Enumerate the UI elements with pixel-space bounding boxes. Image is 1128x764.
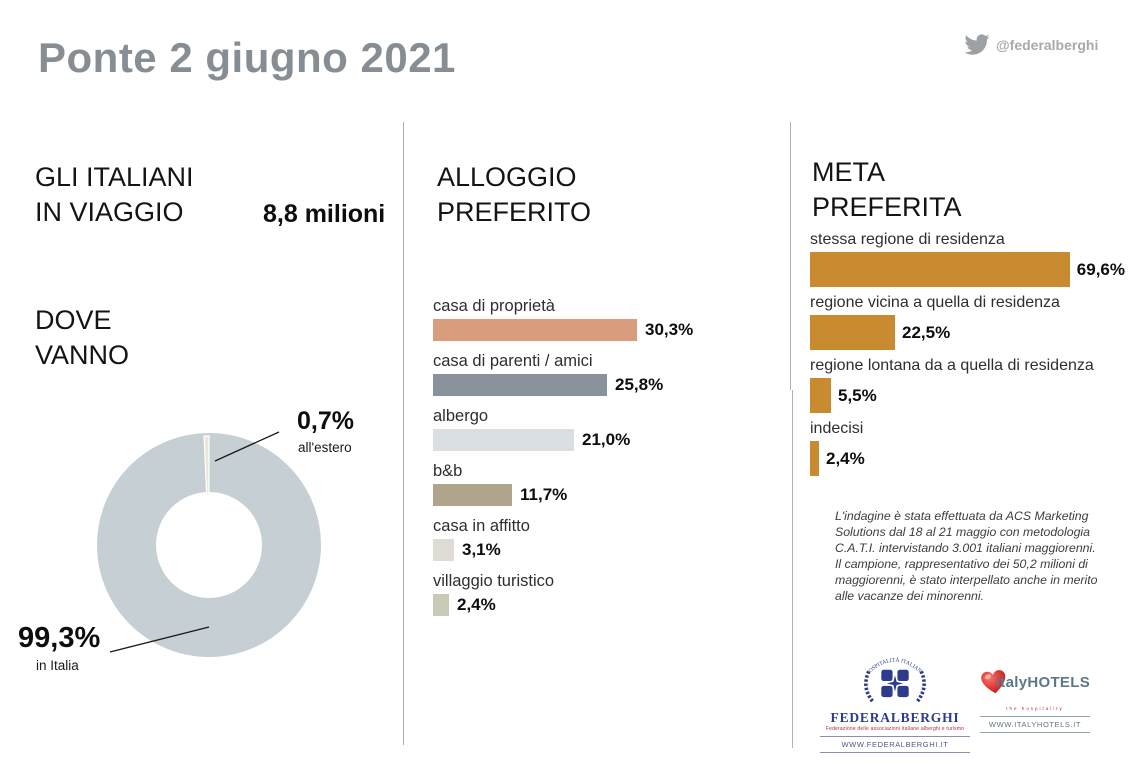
heading-alloggio-preferito: ALLOGGIO PREFERITO [437,162,592,227]
bar [433,594,449,616]
donut-chart-destinations [97,433,321,657]
bar-label: b&b [433,462,463,480]
survey-methodology-note: L'indagine è stata effettuata da ACS Mar… [835,509,1098,603]
italia-label: in Italia [36,658,79,673]
heading-dove-vanno: DOVE VANNO [35,305,130,370]
bar-value: 2,4% [826,448,865,468]
bar-row: casa di proprietà 30,3% [433,296,733,341]
bar-label: indecisi [810,420,864,437]
twitter-handle: @federalberghi [996,36,1099,53]
bar-row: b&b 11,7% [433,461,733,506]
heading-gli-italiani-in-viaggio: GLI ITALIANI IN VIAGGIO [35,162,194,227]
bar [810,252,1070,287]
federalberghi-url: WWW.FEDERALBERGHI.IT [820,736,970,753]
bar-value: 2,4% [457,595,496,614]
italyhotels-url: WWW.ITALYHOTELS.IT [980,716,1090,733]
bar-value: 3,1% [462,540,501,559]
bar [433,539,454,561]
bar-value: 5,5% [838,385,877,405]
bar-label: villaggio turistico [433,572,555,590]
bar-row: albergo 21,0% [433,406,733,451]
bar-chart-alloggio: casa di proprietà 30,3% casa di parenti … [433,296,733,626]
italia-pct: 99,3% [18,622,101,654]
travelers-count: 8,8 milioni [263,200,386,228]
bar-value: 30,3% [645,320,694,339]
compass-emblem [881,668,909,698]
federalberghi-tagline: Federazione delle associazioni italiane … [825,726,965,732]
bar-row: stessa regione di residenza 69,6% [810,230,1125,287]
bar-row: regione vicina a quella di residenza 22,… [810,293,1125,350]
bar [433,484,512,506]
bar-row: casa di parenti / amici 25,8% [433,351,733,396]
bar [433,374,607,396]
bar-value: 11,7% [520,485,568,504]
bar [810,441,819,476]
bar-label: casa di proprietà [433,297,555,315]
bar-value: 69,6% [1076,259,1125,279]
bar-value: 25,8% [615,375,664,394]
twitter-bird-icon [964,34,990,55]
bar [810,378,831,413]
bar-label: stessa regione di residenza [810,231,1005,248]
bar-row: casa in affitto 3,1% [433,516,733,561]
federalberghi-emblem-icon: L'OSPITALITÀ ITALIANA [851,644,926,703]
bar-label: albergo [433,407,489,425]
italyhotels-wordmark: italyHOTELS [995,673,1090,691]
bar [810,315,895,350]
estero-pct: 0,7% [297,407,354,435]
estero-label: all'estero [298,440,352,455]
heart-icon [981,670,1006,694]
bar [433,319,637,341]
column-divider-left [403,122,404,745]
bar-label: regione lontana da a quella di residenza [810,357,1094,374]
heading-meta-preferita: META PREFERITA [812,157,962,222]
italyhotels-tagline: the hospitality [1006,706,1064,711]
federalberghi-logo: L'OSPITALITÀ ITALIANA FEDERALBERGHI Fede… [820,644,970,753]
column-divider-right-top [790,122,791,390]
bar-row: indecisi 2,4% [810,419,1125,476]
bar-value: 22,5% [902,322,951,342]
page-title: Ponte 2 giugno 2021 [38,34,456,81]
twitter-badge: @federalberghi [962,32,1098,57]
bar-label: regione vicina a quella di residenza [810,294,1060,311]
federalberghi-wordmark: FEDERALBERGHI [830,710,960,725]
bar-chart-meta: stessa regione di residenza 69,6% region… [810,230,1125,482]
bar-row: villaggio turistico 2,4% [433,571,733,616]
bar [433,429,574,451]
column-divider-right-bottom [792,390,793,748]
bar-label: casa di parenti / amici [433,352,593,370]
italyhotels-logo: italyHOTELS the hospitality WWW.ITALYHOT… [980,658,1090,733]
bar-row: regione lontana da a quella di residenza… [810,356,1125,413]
bar-label: casa in affitto [433,517,530,535]
bar-value: 21,0% [582,430,631,449]
donut-slice-estero [203,435,210,496]
